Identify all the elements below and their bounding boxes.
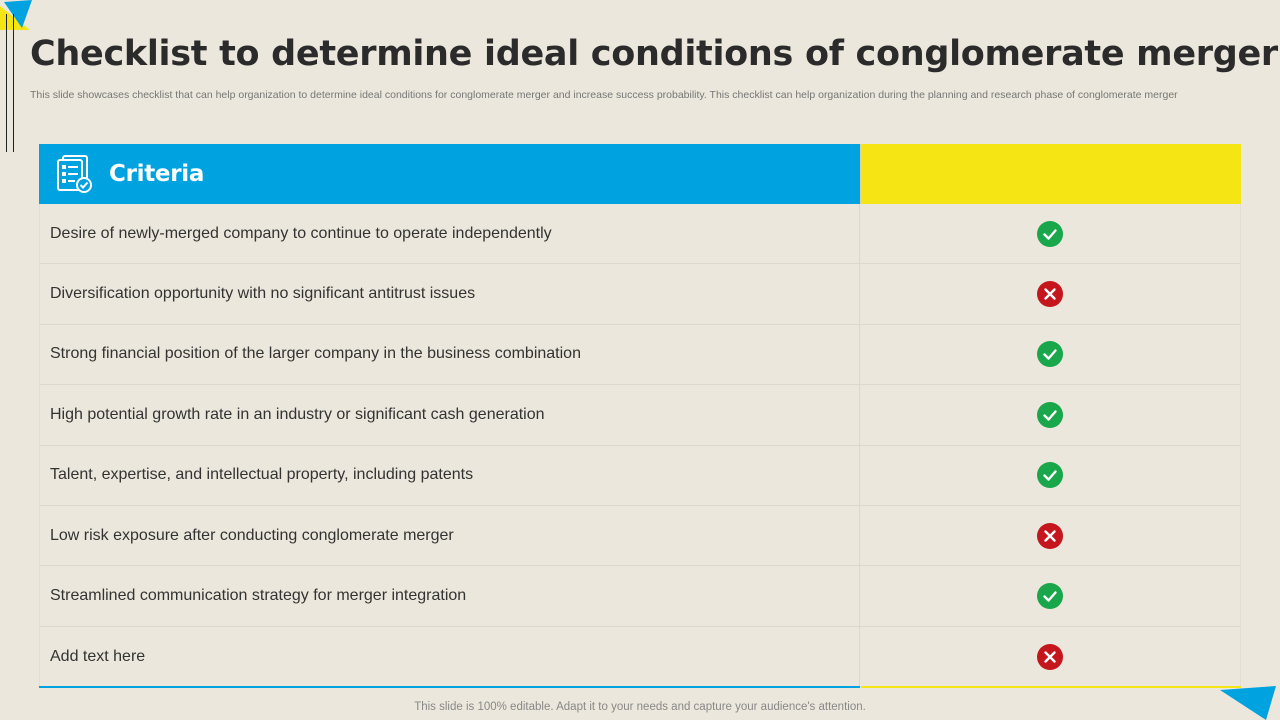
table-row: Strong financial position of the larger … (39, 324, 1241, 386)
table-row: Talent, expertise, and intellectual prop… (39, 445, 1241, 506)
checklist-table: Criteria Desire of newly-merged company … (39, 144, 1241, 688)
table-row: Streamlined communication strategy for m… (39, 566, 1241, 627)
check-icon (1037, 220, 1063, 247)
table-bottom-rule (861, 686, 1241, 688)
cross-icon (1037, 643, 1063, 670)
status-cell (860, 566, 1241, 626)
criteria-text: High potential growth rate in an industr… (39, 385, 860, 445)
criteria-text: Streamlined communication strategy for m… (39, 566, 860, 626)
criteria-text: Add text here (39, 626, 860, 688)
footer-note: This slide is 100% editable. Adapt it to… (414, 701, 866, 713)
status-cell (860, 324, 1241, 385)
check-icon (1037, 583, 1063, 610)
decorative-line (6, 14, 7, 152)
corner-triangle-decoration (0, 0, 32, 30)
criteria-text: Strong financial position of the larger … (39, 324, 860, 385)
cross-icon (1037, 281, 1063, 308)
status-cell (860, 264, 1241, 324)
check-icon (1037, 401, 1063, 428)
cross-icon (1037, 522, 1063, 549)
status-cell (860, 626, 1241, 688)
status-cell (860, 385, 1241, 445)
table-row: Add text here (39, 626, 1241, 688)
page-subtitle: This slide showcases checklist that can … (30, 89, 1178, 101)
criteria-text: Desire of newly-merged company to contin… (39, 204, 860, 264)
status-cell (860, 204, 1241, 264)
table-bottom-rule (39, 686, 860, 688)
status-cell (860, 505, 1241, 566)
criteria-text: Low risk exposure after conducting congl… (39, 505, 860, 566)
table-row: Desire of newly-merged company to contin… (39, 204, 1241, 265)
check-icon (1037, 341, 1063, 368)
criteria-header-label: Criteria (109, 161, 205, 187)
check-icon (1037, 462, 1063, 489)
table-row: Low risk exposure after conducting congl… (39, 505, 1241, 567)
status-cell (860, 445, 1241, 505)
checklist-document-icon (55, 154, 93, 194)
criteria-text: Diversification opportunity with no sign… (39, 264, 860, 324)
status-header (860, 144, 1241, 204)
criteria-text: Talent, expertise, and intellectual prop… (39, 445, 860, 505)
page-title: Checklist to determine ideal conditions … (30, 34, 1278, 74)
table-row: High potential growth rate in an industr… (39, 385, 1241, 446)
table-header: Criteria (39, 144, 1241, 204)
criteria-header: Criteria (39, 144, 860, 204)
corner-triangle-decoration (1220, 686, 1276, 720)
table-row: Diversification opportunity with no sign… (39, 264, 1241, 325)
decorative-line (13, 14, 14, 152)
